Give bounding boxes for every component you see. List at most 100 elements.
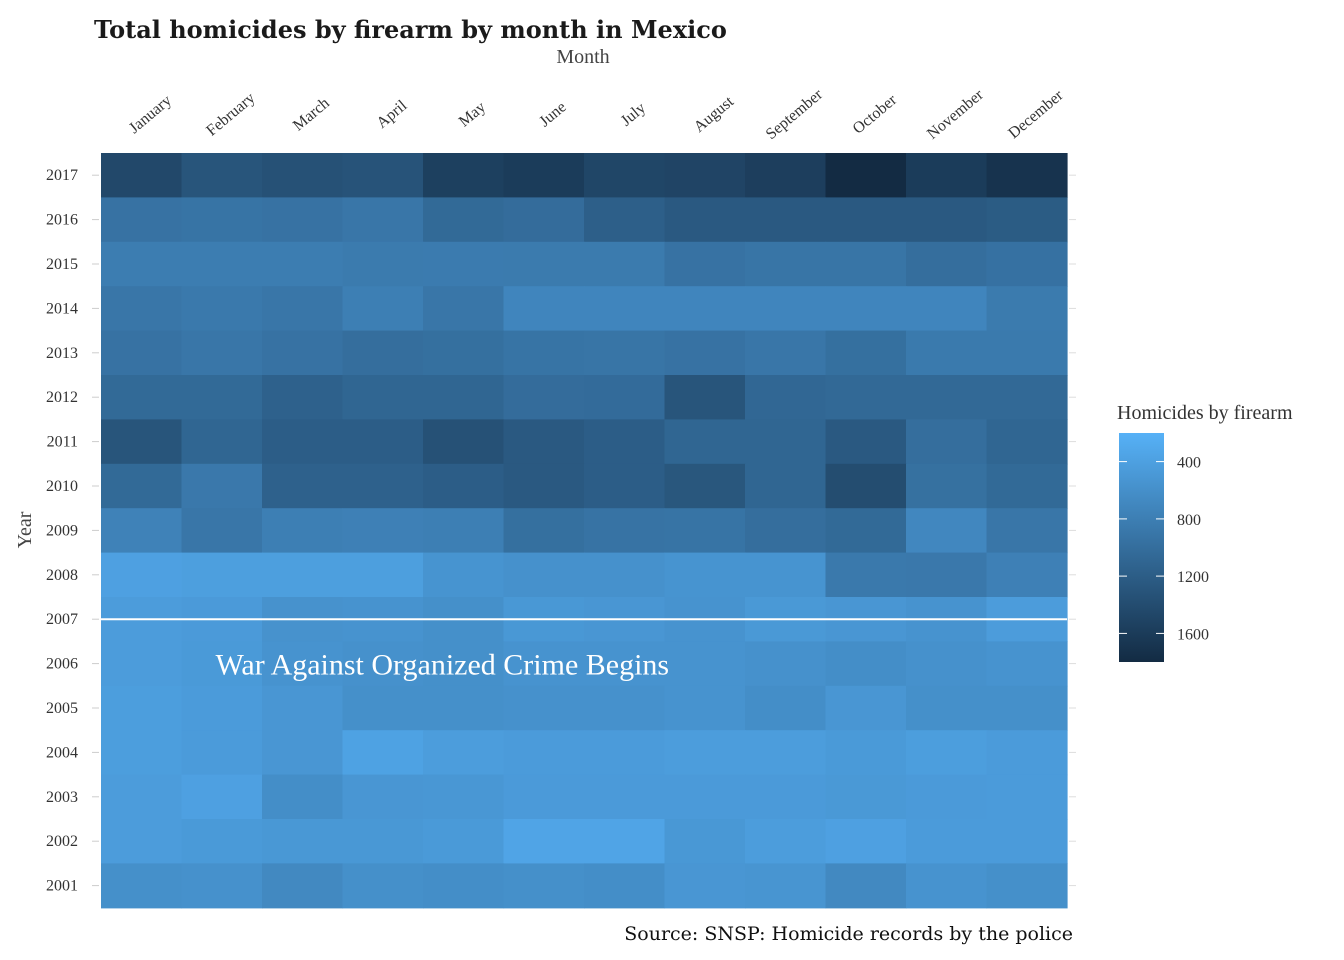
heatmap-cell-2011-march	[262, 419, 344, 465]
heatmap-cell-2012-june	[503, 375, 585, 420]
heatmap-cell-2010-february	[181, 463, 263, 509]
annotations: War Against Organized Crime Begins	[101, 618, 1067, 682]
y-tick-label-2004: 2004	[46, 744, 78, 761]
heatmap-cell-2014-june	[503, 286, 585, 332]
y-tick-label-2001: 2001	[46, 878, 78, 895]
heatmap-cell-2014-april	[342, 286, 424, 332]
heatmap-cell-2013-august	[664, 330, 746, 376]
heatmap-cell-2008-may	[423, 552, 505, 598]
heatmap-cell-2017-may	[423, 153, 505, 198]
heatmap-cell-2004-july	[584, 730, 666, 776]
heatmap-cell-2013-october	[825, 330, 907, 376]
heatmap-cell-2017-october	[825, 153, 907, 198]
heatmap-cell-2009-april	[342, 508, 424, 554]
heatmap-cell-2001-august	[664, 863, 746, 909]
heatmap-cell-2010-september	[745, 463, 827, 509]
heatmap-cell-2006-june	[503, 641, 585, 687]
heatmap-cell-2012-september	[745, 375, 827, 420]
heatmap-cell-2004-june	[503, 730, 585, 776]
heatmap-cell-2005-november	[906, 685, 988, 731]
heatmap-cell-2003-july	[584, 774, 666, 820]
legend-tick-1200: 1200	[1177, 569, 1209, 586]
heatmap-cell-2013-february	[181, 330, 263, 376]
heatmap-cell-2016-december	[986, 197, 1068, 243]
heatmap-cell-2001-september	[745, 863, 827, 909]
heatmap-cell-2013-march	[262, 330, 344, 376]
heatmap-cell-2009-december	[986, 508, 1068, 554]
heatmap-cell-2005-may	[423, 685, 505, 731]
heatmap-cell-2015-september	[745, 241, 827, 287]
heatmap-cell-2011-december	[986, 419, 1068, 465]
heatmap-cell-2009-may	[423, 508, 505, 554]
x-tick-label-november: November	[924, 86, 987, 143]
x-tick-label-march: March	[290, 95, 333, 135]
heatmap-cell-2002-february	[181, 819, 263, 864]
x-tick-labels: January February March April May June July Augu…	[126, 86, 1067, 143]
heatmap-cell-2003-september	[745, 774, 827, 820]
heatmap-cell-2016-february	[181, 197, 263, 243]
heatmap-cell-2017-april	[342, 153, 424, 198]
heatmap-cell-2017-august	[664, 153, 746, 198]
y-tick-label-2005: 2005	[46, 700, 78, 717]
heatmap-cell-2004-march	[262, 730, 344, 776]
heatmap-cell-2004-november	[906, 730, 988, 776]
legend-colorbar	[1119, 433, 1164, 662]
heatmap-cell-2001-january	[101, 863, 183, 909]
heatmap-cell-2003-october	[825, 774, 907, 820]
heatmap-cell-2009-october	[825, 508, 907, 554]
heatmap-cell-2008-january	[101, 552, 183, 598]
heatmap-cell-2010-august	[664, 463, 746, 509]
heatmap-cell-2004-february	[181, 730, 263, 776]
heatmap-cell-2004-december	[986, 730, 1068, 776]
heatmap-cell-2014-february	[181, 286, 263, 332]
heatmap-cell-2003-march	[262, 774, 344, 820]
heatmap-cell-2016-january	[101, 197, 183, 243]
heatmap-cell-2012-november	[906, 375, 988, 420]
heatmap-cell-2008-december	[986, 552, 1068, 598]
heatmap-cell-2003-february	[181, 774, 263, 820]
heatmap-cell-2008-october	[825, 552, 907, 598]
heatmap-cell-2017-february	[181, 153, 263, 198]
x-tick-label-october: October	[850, 91, 901, 138]
heatmap-cell-2016-april	[342, 197, 424, 243]
heatmap-cell-2002-november	[906, 819, 988, 864]
heatmap-cell-2015-january	[101, 241, 183, 287]
heatmap-cell-2004-october	[825, 730, 907, 776]
heatmap-cell-2013-july	[584, 330, 666, 376]
heatmap-cell-2015-june	[503, 241, 585, 287]
x-axis-title: Month	[556, 46, 609, 68]
heatmap-cell-2011-february	[181, 419, 263, 465]
x-tick-label-december: December	[1005, 86, 1067, 142]
caption: Source: SNSP: Homicide records by the po…	[624, 923, 1073, 945]
heatmap-cell-2006-april	[342, 641, 424, 687]
heatmap-cell-2001-june	[503, 863, 585, 909]
heatmap-cell-2010-december	[986, 463, 1068, 509]
heatmap-cell-2002-january	[101, 819, 183, 864]
heatmap-cell-2001-february	[181, 863, 263, 909]
heatmap-cell-2017-november	[906, 153, 988, 198]
y-tick-label-2002: 2002	[46, 833, 78, 850]
heatmap-cell-2009-november	[906, 508, 988, 554]
x-tick-label-april: April	[374, 97, 411, 132]
y-tick-label-2008: 2008	[46, 567, 78, 584]
heatmap-cell-2016-october	[825, 197, 907, 243]
y-axis-title: Year	[14, 511, 36, 548]
heatmap-cell-2016-september	[745, 197, 827, 243]
heatmap-cell-2002-march	[262, 819, 344, 864]
heatmap-cell-2005-october	[825, 685, 907, 731]
y-tick-label-2006: 2006	[46, 656, 78, 673]
heatmap-cell-2014-december	[986, 286, 1068, 332]
heatmap-cell-2002-april	[342, 819, 424, 864]
y-tick-label-2011: 2011	[47, 434, 78, 451]
heatmap-cell-2001-may	[423, 863, 505, 909]
heatmap-cell-2005-march	[262, 685, 344, 731]
heatmap-cell-2011-april	[342, 419, 424, 465]
heatmap-cell-2004-august	[664, 730, 746, 776]
heatmap-cell-2011-june	[503, 419, 585, 465]
heatmap-cell-2002-june	[503, 819, 585, 864]
heatmap-cell-2006-july	[584, 641, 666, 687]
heatmap-cell-2013-may	[423, 330, 505, 376]
heatmap-cell-2009-july	[584, 508, 666, 554]
heatmap-cell-2005-december	[986, 685, 1068, 731]
